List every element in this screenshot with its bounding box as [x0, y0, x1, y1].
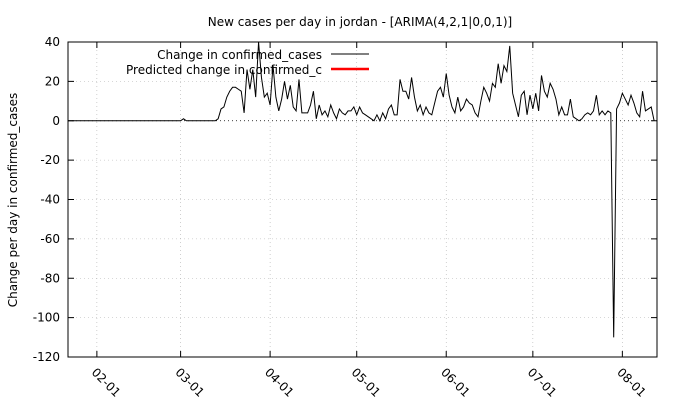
x-tick-label: 04-01: [262, 365, 297, 400]
x-tick-label: 08-01: [614, 365, 649, 400]
x-tick-label: 07-01: [525, 365, 560, 400]
x-tick-label: 02-01: [89, 365, 124, 400]
legend-label-0: Change in confirmed_cases: [157, 48, 322, 62]
y-tick-label: 20: [45, 74, 60, 88]
y-tick-label: -100: [33, 311, 60, 325]
y-tick-label: -80: [40, 271, 60, 285]
y-tick-label: -120: [33, 350, 60, 364]
y-axis-title: Change per day in confirmed_cases: [6, 93, 20, 308]
legend-label-1: Predicted change in confirmed_c: [126, 63, 322, 77]
legend: Change in confirmed_cases Predicted chan…: [126, 48, 369, 77]
series-line-0: [68, 42, 654, 337]
x-tick-label: 03-01: [172, 365, 207, 400]
x-axis: 02-01 03-01 04-01 05-01 06-01 07-01 08-01: [89, 42, 649, 400]
chart-title: New cases per day in jordan - [ARIMA(4,2…: [208, 15, 512, 29]
y-tick-label: -40: [40, 193, 60, 207]
y-tick-label: 40: [45, 35, 60, 49]
y-tick-label: -60: [40, 232, 60, 246]
x-tick-label: 06-01: [438, 365, 473, 400]
grid: [68, 42, 657, 357]
y-tick-label: -20: [40, 153, 60, 167]
x-tick-label: 05-01: [349, 365, 384, 400]
y-tick-label: 0: [52, 114, 60, 128]
series-layer: [68, 42, 671, 337]
